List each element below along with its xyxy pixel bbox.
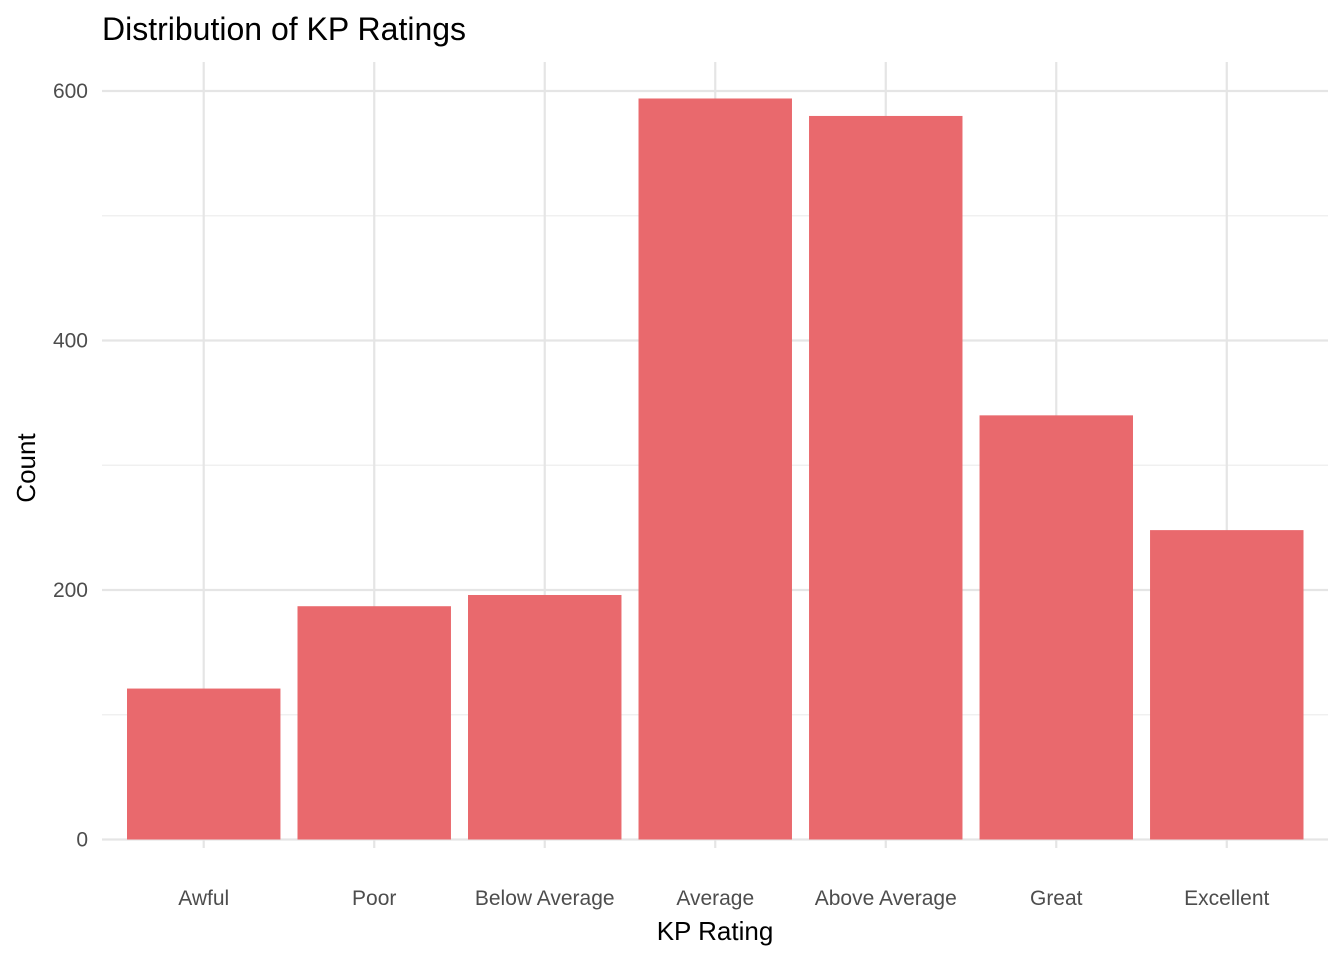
bar	[468, 594, 622, 840]
x-tick-label: Great	[1030, 887, 1083, 910]
y-tick-label: 600	[53, 80, 88, 103]
y-axis-title: Count	[11, 433, 41, 503]
x-tick-label: Below Average	[475, 887, 615, 910]
x-tick-label: Above Average	[815, 887, 957, 910]
y-axis-ticks: 0 200 400 600	[53, 80, 88, 852]
bar	[979, 415, 1133, 840]
x-tick-label: Awful	[178, 887, 229, 910]
bar	[809, 115, 963, 840]
x-tick-label: Average	[676, 887, 754, 910]
x-axis-title: KP Rating	[657, 916, 774, 946]
x-axis-ticks: Awful Poor Below Average Average Above Avera…	[178, 887, 1269, 910]
y-tick-label: 0	[76, 829, 88, 852]
bar	[127, 688, 281, 840]
chart-title: Distribution of KP Ratings	[102, 11, 466, 47]
x-tick-label: Poor	[352, 887, 396, 910]
bars	[127, 98, 1304, 840]
bar	[1150, 530, 1304, 840]
x-tick-label: Excellent	[1184, 887, 1269, 910]
y-tick-label: 400	[53, 330, 88, 353]
bar	[297, 606, 451, 840]
y-tick-label: 200	[53, 579, 88, 602]
bar	[638, 98, 792, 840]
